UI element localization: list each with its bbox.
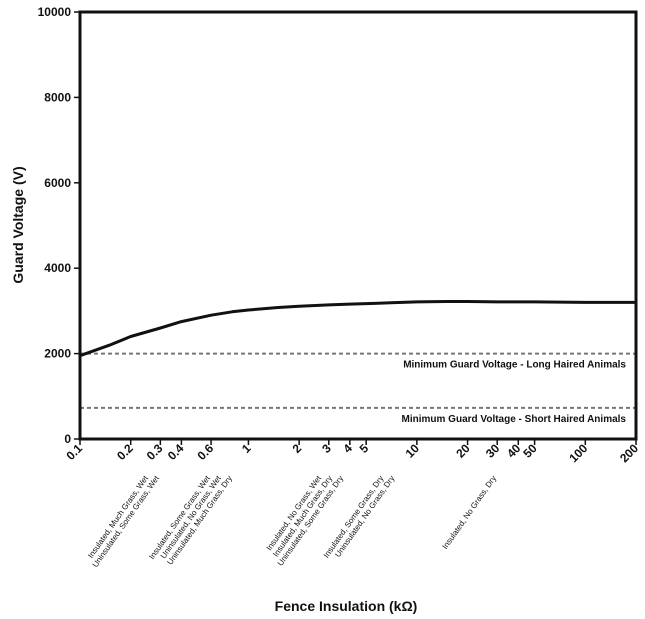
x-tick-label: 3 [319,441,334,456]
y-tick-label: 6000 [44,176,71,190]
x-tick-label: 0.3 [144,441,166,463]
condition-annotation: Uninsulated, No Grass, Wet [159,473,224,560]
condition-annotation: Insulated, Much Grass, Wet [86,473,150,560]
plot-frame [78,10,638,441]
x-tick-label: 50 [520,441,540,461]
y-tick-label: 10000 [38,5,72,19]
y-axis-ticks: 0 2000 4000 6000 8000 10000 [38,5,80,446]
y-tick-label: 8000 [44,90,71,104]
guard-voltage-line [79,300,636,358]
condition-annotation: Insulated, No Grass, Dry [441,474,499,551]
x-tick-label: 2 [290,441,305,456]
y-tick-label: 2000 [44,347,71,361]
x-tick-label: 100 [566,441,590,465]
x-tick-label: 10 [403,441,423,461]
plot-layer: Minimum Guard Voltage - Long Haired Anim… [79,300,636,425]
y-axis-title: Guard Voltage (V) [10,166,26,283]
reference-line-label: Minimum Guard Voltage - Long Haired Anim… [403,360,626,371]
x-axis-title: Fence Insulation (kΩ) [275,598,418,614]
x-tick-label: 200 [617,441,641,465]
y-tick-label: 4000 [44,261,71,275]
reference-line-label: Minimum Guard Voltage - Short Haired Ani… [402,414,627,425]
x-tick-label: 30 [483,441,503,461]
x-tick-label: 1 [239,441,254,456]
x-tick-label: 5 [357,441,372,456]
x-tick-label: 20 [453,441,473,461]
x-tick-label: 0.2 [114,441,136,463]
x-tick-label: 0.6 [194,441,216,463]
condition-annotation: Insulated, Much Grass, Dry [271,474,334,559]
x-tick-label: 4 [340,441,355,456]
condition-annotation: Uninsulated, No Grass, Dry [333,474,396,559]
y-tick-label: 0 [64,432,71,446]
x-tick-label: 0.4 [165,441,187,463]
